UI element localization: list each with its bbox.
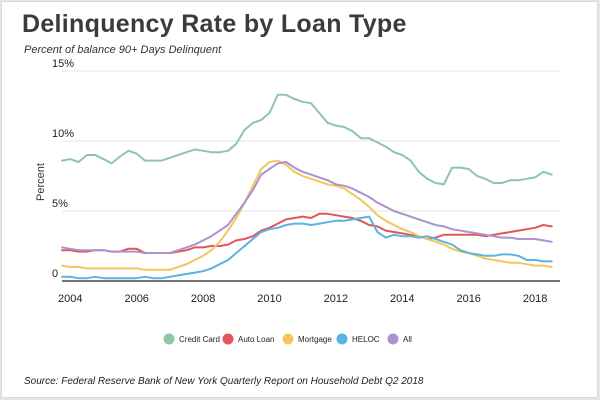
x-tick-label: 2016 <box>456 293 480 305</box>
x-tick-label: 2008 <box>191 293 215 305</box>
x-tick-label: 2004 <box>58 293 82 305</box>
gridlines <box>62 70 560 282</box>
chart-title: Delinquency Rate by Loan Type <box>22 10 407 38</box>
series-lines <box>61 93 553 280</box>
source-note: Source: Federal Reserve Bank of New York… <box>24 376 424 387</box>
chart-subtitle: Percent of balance 90+ Days Delinquent <box>24 44 222 56</box>
x-tick-label: 2018 <box>523 293 547 305</box>
legend-swatch-credit-card <box>163 333 175 345</box>
series-line-credit-card <box>61 93 553 186</box>
x-tick-labels: 2004 2006 2008 2010 2012 2014 2016 2018 <box>58 293 547 305</box>
legend-swatch-heloc <box>336 333 348 345</box>
y-axis-label: Percent <box>35 163 47 201</box>
legend-label-auto-loan: Auto Loan <box>238 335 274 344</box>
y-tick-labels: 0 5% 10% 15% <box>52 58 74 280</box>
legend-label-heloc: HELOC <box>352 335 380 344</box>
series-line-heloc <box>61 215 553 280</box>
legend-swatch-all <box>387 333 399 345</box>
y-tick-label: 0 <box>52 268 58 280</box>
legend-label-credit-card: Credit Card <box>179 335 220 344</box>
legend-label-mortgage: Mortgage <box>298 335 332 344</box>
x-tick-label: 2014 <box>390 293 414 305</box>
y-tick-label: 5% <box>52 198 68 210</box>
legend-swatch-auto-loan <box>222 333 234 345</box>
series-line-all <box>61 161 553 254</box>
x-tick-label: 2012 <box>324 293 348 305</box>
legend-label-all: All <box>403 335 412 344</box>
x-tick-label: 2010 <box>257 293 281 305</box>
legend: Credit Card Auto Loan Mortgage HELOC All <box>163 333 412 345</box>
legend-swatch-mortgage <box>282 333 294 345</box>
y-tick-label: 10% <box>52 128 74 140</box>
x-tick-label: 2006 <box>124 293 148 305</box>
y-tick-label: 15% <box>52 58 74 70</box>
